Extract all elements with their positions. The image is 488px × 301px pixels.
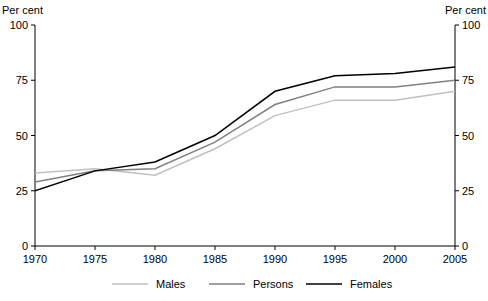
y-tick-label: 25 xyxy=(16,185,28,197)
legend-label: Females xyxy=(350,278,393,290)
y2-tick-label: 100 xyxy=(462,19,480,31)
y-tick xyxy=(31,25,35,26)
series-line xyxy=(35,67,455,191)
y2-tick-label: 75 xyxy=(462,74,474,86)
y-tick xyxy=(31,135,35,136)
chart-container: 0 25 50 75 100 0 25 50 75 100 1970 1975 1980 1985 1990… xyxy=(0,0,488,301)
x-tick xyxy=(275,246,276,250)
x-tick-label: 1995 xyxy=(323,253,347,265)
x-tick-label: 2000 xyxy=(383,253,407,265)
y2-tick xyxy=(455,246,459,247)
y-tick-label: 50 xyxy=(16,130,28,142)
series-line xyxy=(35,80,455,182)
legend-label: Males xyxy=(156,278,186,290)
legend-swatch xyxy=(209,283,245,285)
x-tick-label: 1990 xyxy=(263,253,287,265)
y2-tick-label: 25 xyxy=(462,185,474,197)
y-tick xyxy=(31,246,35,247)
y-tick xyxy=(31,80,35,81)
y2-tick xyxy=(455,190,459,191)
y-tick xyxy=(31,190,35,191)
x-tick-label: 1980 xyxy=(143,253,167,265)
y-tick-label: 100 xyxy=(10,19,28,31)
y2-tick-label: 0 xyxy=(462,240,468,252)
legend-label: Persons xyxy=(253,278,294,290)
legend-swatch xyxy=(112,283,148,285)
legend-swatch xyxy=(306,283,342,285)
y2-axis-label: Per cent xyxy=(445,4,486,16)
y-tick-label: 75 xyxy=(16,74,28,86)
x-tick xyxy=(395,246,396,250)
x-tick-label: 1975 xyxy=(83,253,107,265)
x-tick xyxy=(335,246,336,250)
y2-tick-label: 50 xyxy=(462,130,474,142)
x-tick xyxy=(455,246,456,250)
plot-area xyxy=(35,67,455,191)
y2-tick xyxy=(455,80,459,81)
y-tick-label: 0 xyxy=(22,240,28,252)
y2-tick xyxy=(455,25,459,26)
x-tick-label: 1985 xyxy=(203,253,227,265)
y-axis-label: Per cent xyxy=(2,4,43,16)
chart-svg: 0 25 50 75 100 0 25 50 75 100 1970 1975 1980 1985 1990… xyxy=(0,0,488,301)
x-tick xyxy=(95,246,96,250)
x-tick xyxy=(215,246,216,250)
series-line xyxy=(35,91,455,175)
x-tick xyxy=(155,246,156,250)
x-tick-label: 2005 xyxy=(443,253,467,265)
y2-tick xyxy=(455,135,459,136)
x-axis-line xyxy=(35,246,455,247)
x-tick-label: 1970 xyxy=(23,253,47,265)
x-tick xyxy=(35,246,36,250)
